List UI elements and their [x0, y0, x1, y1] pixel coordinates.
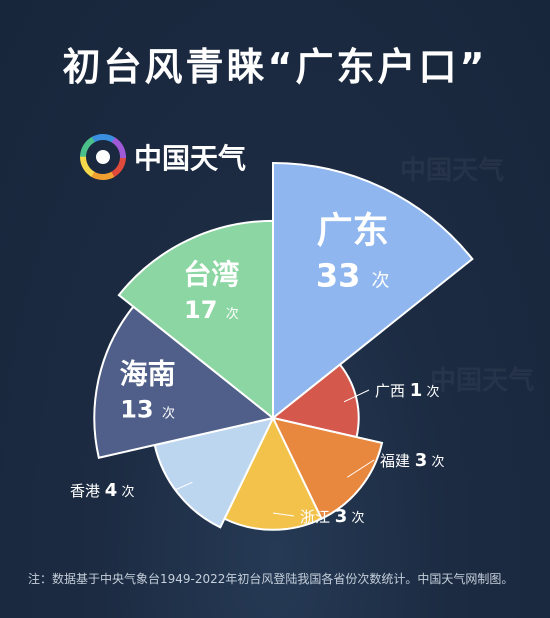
- page-title: 初台风青睐“广东户口”: [62, 45, 488, 89]
- leader-line: [347, 459, 375, 478]
- leader-line: [174, 481, 193, 491]
- slice-outside-label: 广西 1 次: [375, 380, 439, 401]
- leader-line: [343, 389, 370, 403]
- slice-name-label: 广东: [317, 211, 389, 252]
- slice-浙江: [223, 415, 323, 531]
- brand-name: 中国天气: [134, 142, 247, 175]
- slice-广西: [270, 363, 360, 439]
- slice-海南: [93, 305, 276, 459]
- slice-台湾: [117, 219, 274, 421]
- slice-outside-label: 香港 4 次: [70, 480, 134, 501]
- watermark: 中国天气: [400, 156, 505, 186]
- slice-name-label: 海南: [120, 357, 176, 390]
- leader-line: [272, 512, 295, 517]
- footnote: 注：数据基于中央气象台1949-2022年初台风登陆我国各省份次数统计。中国天气…: [28, 572, 514, 586]
- slice-广东: [272, 161, 474, 421]
- slice-福建: [271, 416, 384, 521]
- slice-name-label: 台湾: [183, 258, 239, 291]
- slice-香港: [153, 416, 275, 529]
- slice-outside-label: 浙江 3 次: [300, 506, 364, 527]
- weather-logo-icon: [80, 134, 126, 180]
- brand-logo: 中国天气: [80, 134, 246, 180]
- watermark: 中国天气: [430, 366, 535, 396]
- slice-outside-label: 福建 3 次: [380, 450, 444, 471]
